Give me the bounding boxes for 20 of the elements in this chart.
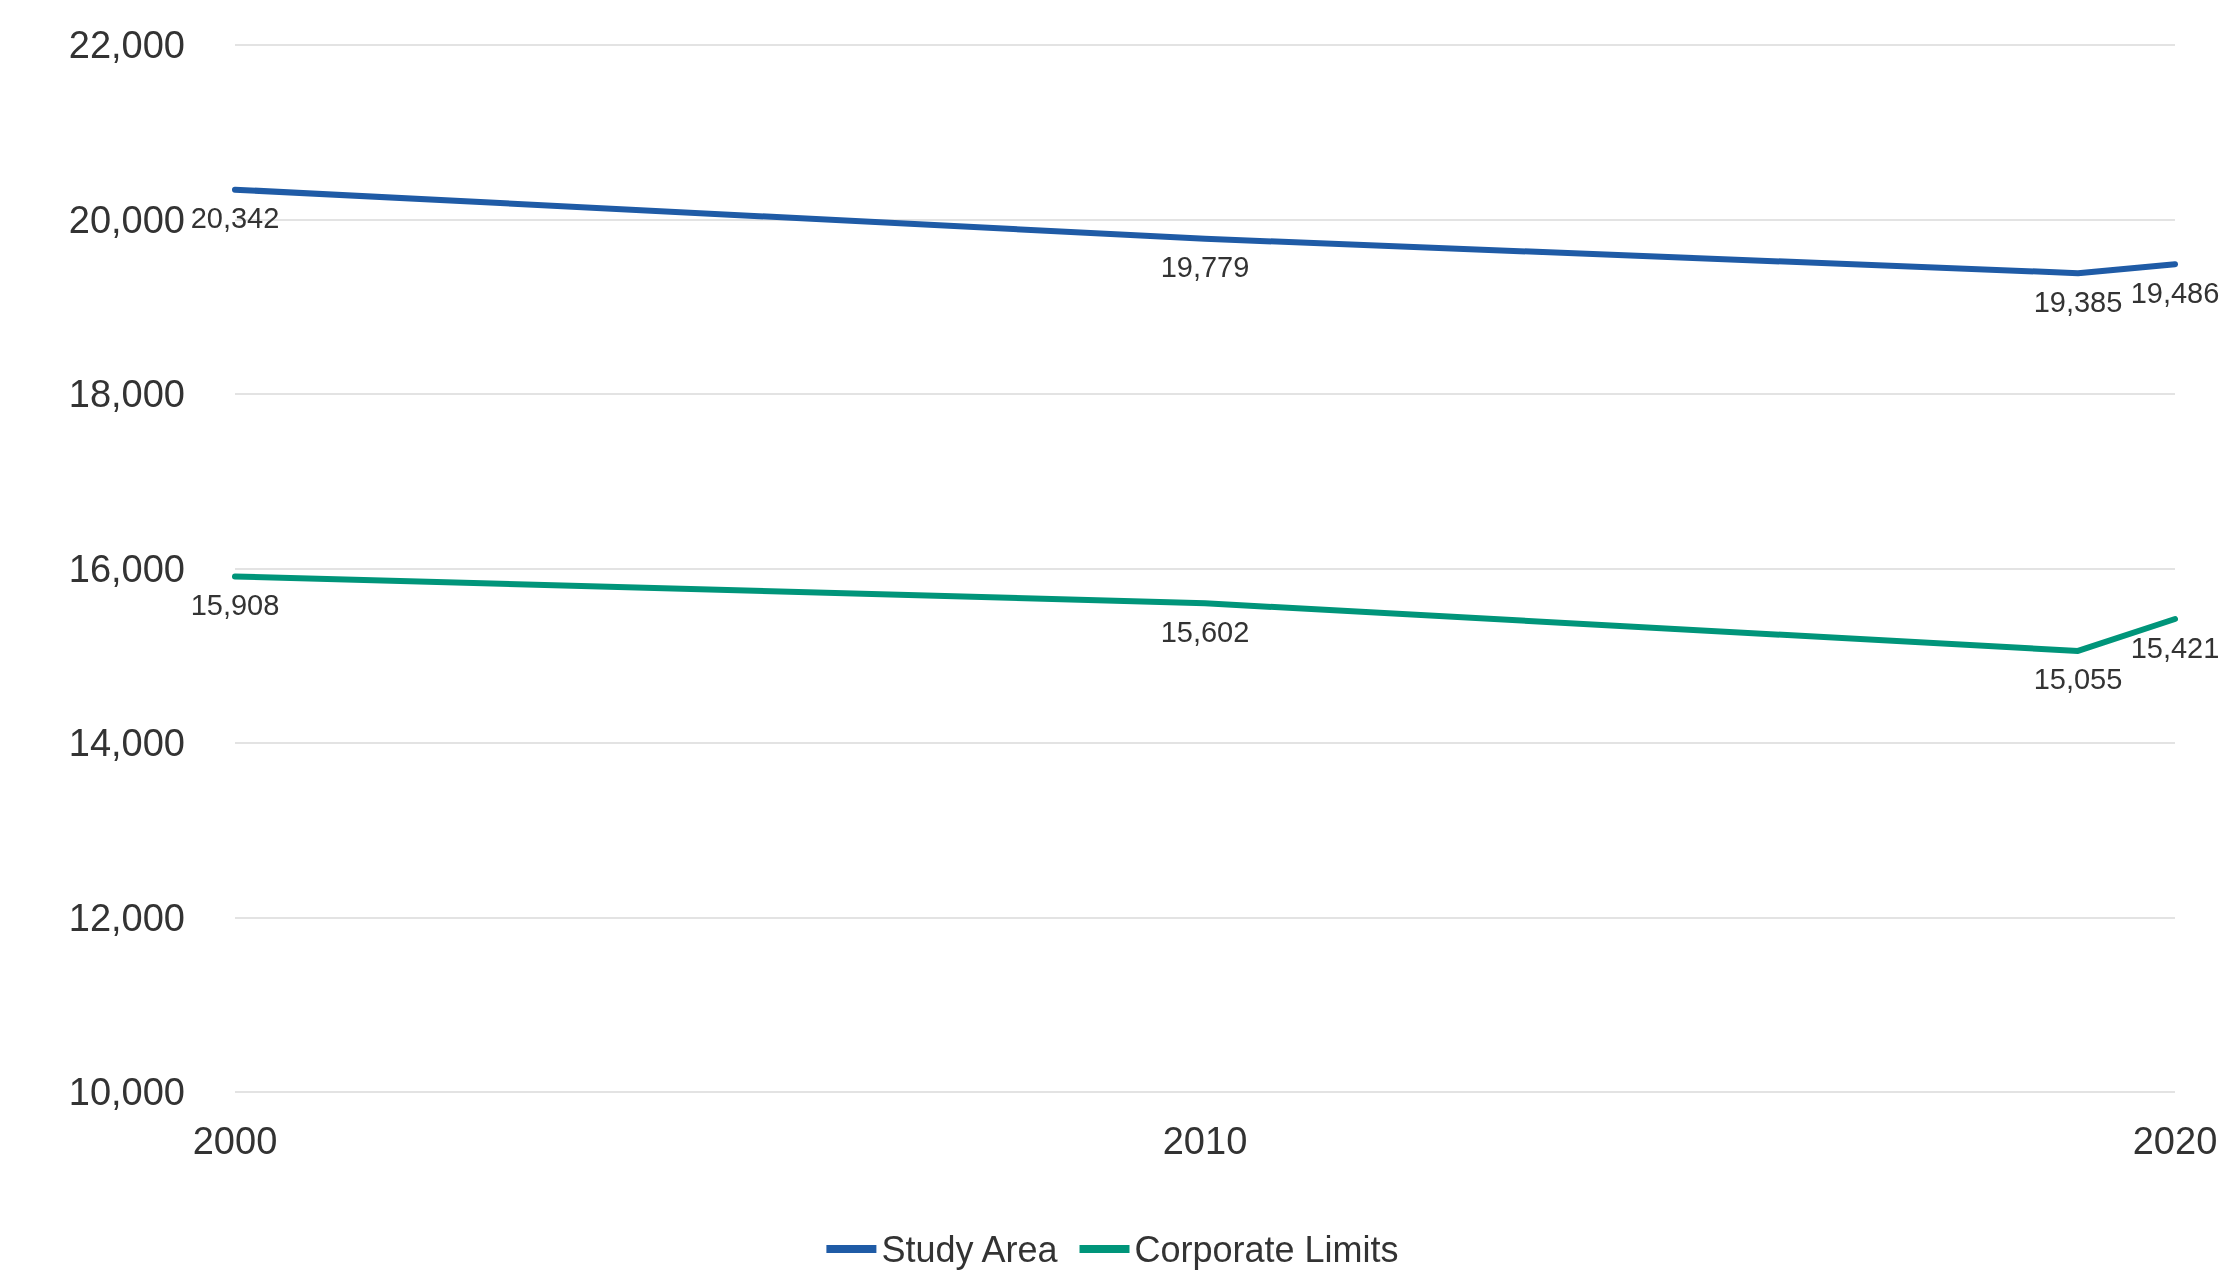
y-tick-label: 14,000 <box>68 722 185 764</box>
data-label: 15,908 <box>190 589 280 622</box>
y-tick-label: 22,000 <box>68 24 185 66</box>
y-tick-label: 12,000 <box>68 896 185 939</box>
data-label: 19,779 <box>1160 251 1250 284</box>
x-tick-label: 2000 <box>192 1120 278 1162</box>
y-tick-label: 16,000 <box>68 547 185 590</box>
x-tick-label: 2010 <box>1162 1120 1248 1162</box>
legend-label: Corporate Limits <box>1134 1228 1399 1270</box>
data-label: 15,421 <box>2130 631 2220 664</box>
data-label: 19,385 <box>2033 285 2123 318</box>
y-tick-label: 10,000 <box>68 1071 185 1113</box>
y-tick-label: 18,000 <box>68 373 185 415</box>
data-label: 20,342 <box>190 202 280 235</box>
data-label: 19,486 <box>2130 276 2220 309</box>
y-tick-label: 20,000 <box>68 198 185 241</box>
data-label: 15,602 <box>1160 615 1250 648</box>
data-label: 15,055 <box>2033 663 2123 696</box>
legend-label: Study Area <box>881 1228 1059 1270</box>
x-tick-label: 2020 <box>2132 1120 2218 1162</box>
